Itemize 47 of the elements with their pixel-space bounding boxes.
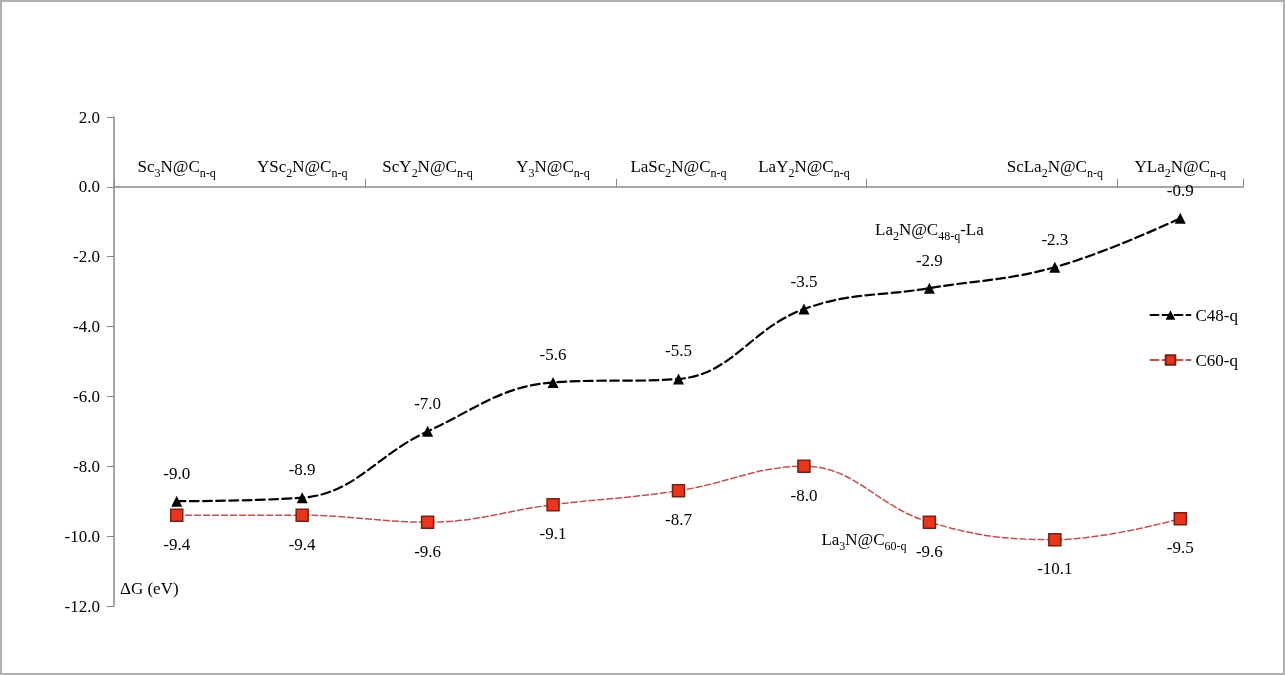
- point: [422, 425, 434, 437]
- data-label: -10.1: [1037, 559, 1073, 579]
- y-tick-label: -12.0: [64, 596, 100, 616]
- point: [295, 508, 309, 522]
- data-label: -0.9: [1166, 180, 1194, 200]
- data-label: -8.7: [665, 510, 693, 530]
- point: [171, 495, 183, 507]
- point: [420, 515, 435, 529]
- data-label: -2.9: [915, 250, 943, 270]
- point: [1173, 511, 1188, 526]
- point: [296, 492, 308, 504]
- data-label: -8.9: [288, 460, 316, 480]
- data-label: -9.6: [915, 541, 943, 561]
- data-label: -2.3: [1041, 229, 1069, 249]
- point: [922, 515, 937, 529]
- data-label: -3.5: [790, 271, 818, 291]
- y-tick-label: -2.0: [73, 247, 100, 267]
- y-tick-label: 0.0: [78, 177, 100, 197]
- data-label: -9.1: [539, 524, 567, 544]
- data-label: -9.5: [1166, 538, 1194, 558]
- point: [923, 282, 935, 294]
- data-label: -7.0: [414, 393, 442, 413]
- data-label: -9.4: [163, 534, 191, 554]
- data-label: -9.4: [288, 534, 317, 554]
- y-tick-label: -4.0: [73, 317, 100, 337]
- point: [547, 376, 559, 388]
- point: [797, 459, 811, 474]
- data-label: -9.6: [414, 541, 442, 561]
- data-label: -8.0: [790, 486, 818, 506]
- legend-label: C60-q: [1195, 350, 1239, 370]
- point: [1174, 212, 1186, 224]
- point: [546, 497, 560, 512]
- point: [673, 373, 684, 385]
- y-tick-label: -10.0: [64, 526, 100, 546]
- y-tick-label: 2.0: [78, 107, 100, 127]
- point: [1048, 532, 1062, 547]
- point: [798, 303, 810, 315]
- y-tick-label: -6.0: [73, 386, 100, 406]
- point: [1049, 261, 1061, 273]
- data-label: -5.5: [665, 341, 692, 361]
- data-label: -5.6: [539, 344, 567, 364]
- point: [671, 483, 686, 498]
- data-label: -9.0: [163, 463, 191, 483]
- y-axis-title: ΔG (eV): [120, 579, 179, 598]
- point: [169, 508, 184, 522]
- y-tick-label: -8.0: [73, 456, 100, 476]
- legend-label: C48-q: [1195, 305, 1239, 325]
